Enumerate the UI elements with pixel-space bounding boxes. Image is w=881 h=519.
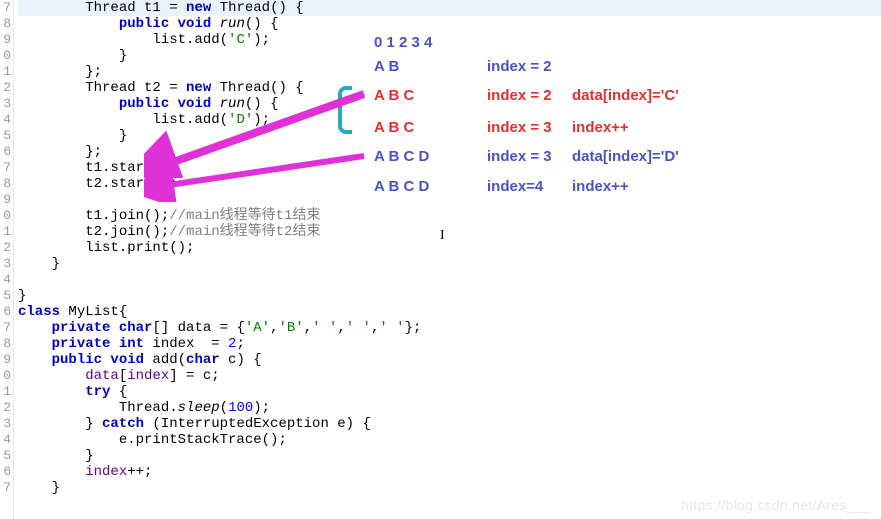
code-area[interactable]: Thread t1 = new Thread() { public void r…: [14, 0, 881, 519]
line-num: 2: [0, 400, 11, 416]
line-num: 5: [0, 448, 11, 464]
code-line: t2.join();//main线程等待t2结束: [18, 224, 881, 240]
code-line: t1.join();//main线程等待t1结束: [18, 208, 881, 224]
line-number-gutter: 7 8 9 0 1 2 3 4 5 6 7 8 9 0 1 2 3 4 5 6 …: [0, 0, 14, 519]
code-line: t2.start();: [18, 176, 881, 192]
code-line: try {: [18, 384, 881, 400]
line-num: 4: [0, 112, 11, 128]
text-cursor-icon: I: [440, 228, 441, 242]
code-line: Thread.sleep(100);: [18, 400, 881, 416]
line-num: 8: [0, 16, 11, 32]
line-num: 5: [0, 288, 11, 304]
code-line: t1.start();: [18, 160, 881, 176]
code-line: [18, 272, 881, 288]
line-num: 9: [0, 32, 11, 48]
line-num: 0: [0, 208, 11, 224]
line-num: 7: [0, 160, 11, 176]
code-line: };: [18, 64, 881, 80]
code-line: public void add(char c) {: [18, 352, 881, 368]
line-num: 7: [0, 320, 11, 336]
watermark-text: https://blog.csdn.net/Ares___: [681, 497, 871, 513]
code-line: private int index = 2;: [18, 336, 881, 352]
line-num: 3: [0, 96, 11, 112]
code-line: data[index] = c;: [18, 368, 881, 384]
code-line: Thread t2 = new Thread() {: [18, 80, 881, 96]
line-num: 7: [0, 0, 11, 16]
code-line: [18, 192, 881, 208]
line-num: 5: [0, 128, 11, 144]
line-num: 6: [0, 464, 11, 480]
line-num: 0: [0, 368, 11, 384]
code-line: }: [18, 256, 881, 272]
code-line: }: [18, 128, 881, 144]
line-num: 7: [0, 480, 11, 496]
line-num: 4: [0, 272, 11, 288]
code-line: index++;: [18, 464, 881, 480]
code-line: Thread t1 = new Thread() {: [18, 0, 881, 16]
line-num: 8: [0, 336, 11, 352]
line-num: 2: [0, 240, 11, 256]
line-num: 6: [0, 144, 11, 160]
line-num: 8: [0, 176, 11, 192]
code-line: public void run() {: [18, 96, 881, 112]
code-line: }: [18, 288, 881, 304]
line-num: 4: [0, 432, 11, 448]
code-line: }: [18, 448, 881, 464]
code-line: };: [18, 144, 881, 160]
line-num: 3: [0, 416, 11, 432]
line-num: 0: [0, 48, 11, 64]
line-num: 1: [0, 224, 11, 240]
line-num: 2: [0, 80, 11, 96]
line-num: 1: [0, 64, 11, 80]
line-num: 1: [0, 384, 11, 400]
code-line: private char[] data = {'A','B',' ',' ','…: [18, 320, 881, 336]
line-num: 3: [0, 256, 11, 272]
line-num: 9: [0, 192, 11, 208]
line-num: 9: [0, 352, 11, 368]
code-line: list.print();: [18, 240, 881, 256]
line-num: 6: [0, 304, 11, 320]
code-editor: 7 8 9 0 1 2 3 4 5 6 7 8 9 0 1 2 3 4 5 6 …: [0, 0, 881, 519]
code-line: class MyList{: [18, 304, 881, 320]
code-line: public void run() {: [18, 16, 881, 32]
code-line: e.printStackTrace();: [18, 432, 881, 448]
code-line: list.add('D');: [18, 112, 881, 128]
code-line: }: [18, 48, 881, 64]
code-line: }: [18, 480, 881, 496]
code-line: list.add('C');: [18, 32, 881, 48]
code-line: } catch (InterruptedException e) {: [18, 416, 881, 432]
